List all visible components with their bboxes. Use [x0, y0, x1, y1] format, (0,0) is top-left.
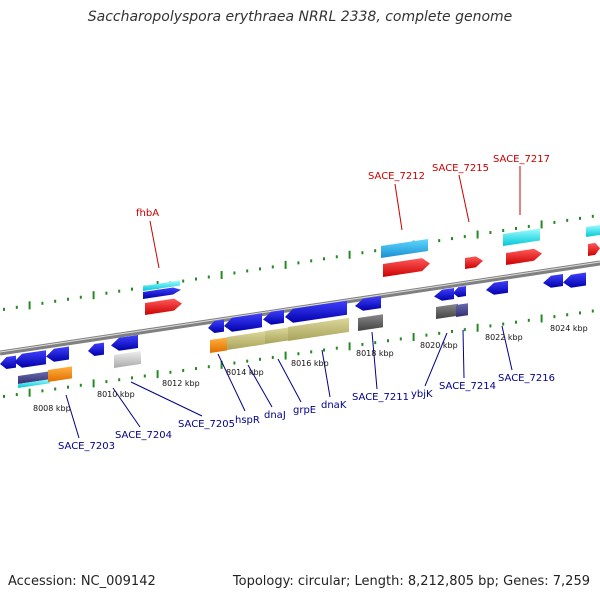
tick-label-8010: 8010 kbp [97, 390, 135, 399]
leader-hspR [217, 353, 246, 412]
gene-label-SACE_7214[interactable]: SACE_7214 [439, 381, 496, 392]
gene-label-SACE_7216[interactable]: SACE_7216 [498, 373, 555, 384]
feature-SACE_7203-gray [18, 371, 50, 384]
leader-SACE_7204 [112, 387, 141, 428]
gene-arrow-SACE_7203-a [14, 350, 46, 368]
gene-arrow-SACE_7204 [88, 342, 104, 357]
gene-arrow-small-a [543, 274, 563, 288]
gene-label-SACE_7203[interactable]: SACE_7203 [58, 441, 115, 452]
leader-fhbA [149, 220, 160, 269]
gene-arrow-fhbA [145, 298, 182, 315]
leader-grpE [277, 358, 302, 403]
tick-label-8024: 8024 kbp [550, 324, 588, 333]
leader-SACE_7216 [501, 325, 513, 371]
gene-arrow-hspR [208, 319, 224, 334]
topology-text: Topology: circular; Length: 8,212,805 bp… [232, 574, 590, 589]
feature-cyan-fhbA [143, 280, 180, 291]
feature-edge-cyan [586, 224, 600, 237]
gene-label-ybjK[interactable]: ybjK [411, 389, 433, 400]
feature-SACE_7205-gray [114, 350, 141, 368]
leader-SACE_7211 [371, 331, 378, 390]
feature-SACE_7217-cds [503, 228, 540, 246]
leader-SACE_7214 [462, 329, 465, 379]
gene-label-dnaJ[interactable]: dnaJ [264, 410, 286, 421]
feature-layer [0, 224, 600, 388]
gene-arrow-edge-left [0, 355, 16, 370]
tick-label-8018: 8018 kbp [356, 349, 394, 358]
gene-arrow-grpE [263, 309, 284, 325]
feature-khaki-a [227, 331, 265, 350]
gene-label-grpE[interactable]: grpE [293, 405, 316, 416]
feature-khaki-c [288, 317, 349, 341]
feature-orange-b [210, 337, 227, 353]
leader-SACE_7212 [394, 183, 403, 231]
leader-dnaJ [247, 364, 273, 408]
feature-SACE_7211-gray [358, 314, 383, 331]
top-tick-row [3, 214, 594, 311]
gene-arrow-SACE_7212 [383, 258, 430, 277]
gene-label-fhbA[interactable]: fhbA [136, 208, 159, 219]
tick-label-8022: 8022 kbp [485, 333, 523, 342]
gene-label-SACE_7217[interactable]: SACE_7217 [493, 154, 550, 165]
gene-arrow-SACE_7203-b [46, 346, 69, 362]
gene-arrow-SACE_7217 [506, 248, 542, 265]
gene-arrow-small-b [563, 272, 586, 288]
feature-ybjK-gray [436, 303, 458, 319]
tick-label-8014: 8014 kbp [226, 368, 264, 377]
feature-SACE_7214-navy [456, 303, 468, 317]
gene-arrow-SACE_7211 [355, 296, 381, 311]
leader-SACE_7215 [458, 174, 470, 223]
gene-arrow-dnaJ [224, 313, 262, 332]
gene-label-SACE_7215[interactable]: SACE_7215 [432, 163, 489, 174]
gene-arrow-SACE_7215 [465, 256, 483, 269]
tick-label-8020: 8020 kbp [420, 341, 458, 350]
gene-label-SACE_7211[interactable]: SACE_7211 [352, 392, 409, 403]
gene-arrow-SACE_7214-a [453, 286, 466, 298]
leader-SACE_7205 [130, 381, 203, 417]
tick-label-8012: 8012 kbp [162, 379, 200, 388]
label-leader-lines [65, 166, 521, 439]
map-title: Saccharopolyspora erythraea NRRL 2338, c… [87, 9, 513, 25]
gene-label-SACE_7204[interactable]: SACE_7204 [115, 430, 172, 441]
feature-orange-a [48, 366, 72, 382]
gene-arrow-edge [588, 242, 600, 256]
gene-arrow-SACE_7205-a [111, 334, 138, 351]
tick-label-8008: 8008 kbp [33, 404, 71, 413]
feature-SACE_7203-cyan [18, 379, 50, 388]
tick-label-8016: 8016 kbp [291, 359, 329, 368]
feature-khaki-b [265, 327, 288, 344]
gene-arrow-ybjK [434, 288, 454, 301]
feature-SACE_7212-cds [381, 238, 428, 258]
strand-highlight [0, 261, 600, 353]
gene-label-SACE_7212[interactable]: SACE_7212 [368, 171, 425, 182]
gene-arrow-SACE_7216 [486, 280, 508, 295]
leader-dnaK [321, 349, 331, 398]
accession-text: Accession: NC_009142 [8, 574, 156, 589]
gene-arrow-fhbA-blue [143, 287, 181, 299]
gene-label-dnaK[interactable]: dnaK [321, 400, 347, 411]
gene-label-hspR[interactable]: hspR [235, 415, 260, 426]
leader-ybjK [424, 332, 448, 387]
gene-arrow-dnaK [285, 300, 347, 323]
bottom-tick-row [3, 309, 594, 398]
leader-SACE_7203 [65, 394, 80, 439]
gene-label-SACE_7205[interactable]: SACE_7205 [178, 419, 235, 430]
